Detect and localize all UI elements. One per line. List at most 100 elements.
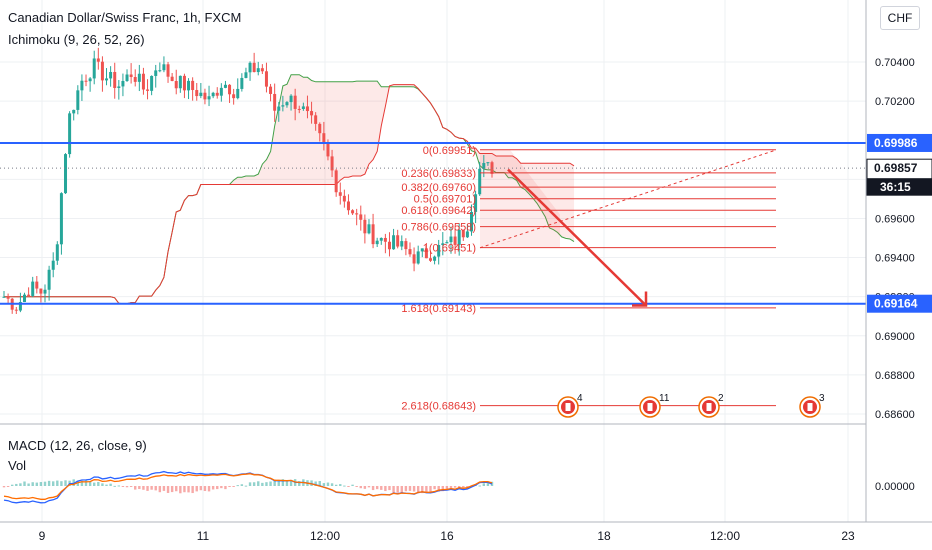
candle-body xyxy=(84,80,88,82)
candle-body xyxy=(474,194,478,212)
candle-body xyxy=(281,105,285,107)
candle-body xyxy=(424,248,428,259)
macd-histogram-bar xyxy=(449,486,453,489)
fib-label: 0(0.69951) xyxy=(423,145,476,157)
candle-body xyxy=(223,84,227,88)
candle-body xyxy=(207,96,211,100)
candle-body xyxy=(51,260,55,270)
macd-histogram-bar xyxy=(445,486,449,491)
x-tick-label: 9 xyxy=(39,529,46,543)
macd-histogram-bar xyxy=(408,486,412,491)
candle-body xyxy=(68,113,72,155)
macd-histogram-bar xyxy=(367,486,371,488)
grid xyxy=(0,0,866,522)
candle-body xyxy=(387,241,391,250)
macd-histogram-bar xyxy=(404,486,408,492)
macd-histogram-bar xyxy=(466,486,469,487)
candle-body xyxy=(162,64,166,71)
flag-center xyxy=(807,403,813,411)
candle-body xyxy=(133,77,137,82)
candle-body xyxy=(39,288,43,294)
macd-histogram-bar xyxy=(125,486,129,488)
upper-line-badge: 0.69986 xyxy=(874,136,918,150)
macd-histogram-bar xyxy=(170,486,174,493)
horizontal-lines[interactable] xyxy=(0,141,866,305)
signal-line xyxy=(3,473,493,500)
macd-histogram-bar xyxy=(207,486,211,492)
candle-body xyxy=(461,229,465,238)
candle-body xyxy=(154,70,158,76)
candle-body xyxy=(486,162,490,164)
projection-arrow[interactable] xyxy=(507,168,648,307)
candle-body xyxy=(404,241,408,250)
event-marker-switzerland[interactable]: 2 xyxy=(698,393,724,418)
candle-body xyxy=(76,90,80,110)
macd-histogram-bar xyxy=(318,481,321,486)
macd-histogram-bar xyxy=(64,480,67,486)
macd-histogram-bar xyxy=(412,486,416,492)
macd-histogram-bar xyxy=(203,486,207,492)
economic-events[interactable]: 4 11 2 3 xyxy=(557,393,825,418)
event-count: 2 xyxy=(718,393,724,404)
currency-button[interactable]: CHF xyxy=(880,6,920,30)
x-tick-label: 12:00 xyxy=(310,529,340,543)
macd-histogram-bar xyxy=(371,486,375,491)
candle-body xyxy=(47,269,51,290)
candle-body xyxy=(478,168,482,195)
fib-levels: 0(0.69951)0.236(0.69833)0.382(0.69760)0.… xyxy=(401,145,777,413)
fib-label: 1(0.69451) xyxy=(423,243,476,255)
candle-body xyxy=(141,73,145,90)
candle-body xyxy=(392,235,396,250)
countdown-label: 36:15 xyxy=(880,180,911,194)
candle-body xyxy=(338,192,342,196)
event-marker-canada[interactable]: 11 xyxy=(639,393,670,418)
y-tick-label: 0.68600 xyxy=(875,409,915,421)
macd-histogram-bar xyxy=(146,486,149,491)
candle-body xyxy=(433,256,437,261)
candle-body xyxy=(248,62,252,73)
candle-body xyxy=(367,224,371,234)
macd-histogram-bar xyxy=(453,486,457,488)
macd-histogram-bar xyxy=(363,486,367,489)
candle-body xyxy=(244,72,248,78)
candle-body xyxy=(2,296,6,298)
candle-body xyxy=(293,95,297,109)
candle-body xyxy=(371,224,375,245)
macd-histogram-bar xyxy=(425,486,428,493)
candle-body xyxy=(301,106,305,109)
macd-histogram-bar xyxy=(35,482,39,486)
flag-center xyxy=(647,403,653,411)
candle-body xyxy=(211,92,215,97)
macd-histogram-bar xyxy=(396,486,399,493)
macd-histogram-bar xyxy=(199,486,203,491)
lower-line-badge-bg xyxy=(867,294,932,313)
candle-body xyxy=(359,214,363,220)
vol-legend[interactable]: Vol xyxy=(8,458,27,473)
candle-body xyxy=(100,61,104,81)
macd-histogram-bar xyxy=(97,481,100,486)
macd-histogram-bar xyxy=(158,486,162,493)
macd-histogram-bar xyxy=(236,485,239,487)
ichimoku-legend[interactable]: Ichimoku (9, 26, 52, 26) xyxy=(8,32,145,47)
macd-histogram-bar xyxy=(330,483,334,486)
candle-body xyxy=(236,88,240,99)
event-marker-canada[interactable]: 4 xyxy=(557,393,583,418)
candle-body xyxy=(191,80,195,91)
macd-histogram-bar xyxy=(43,481,47,486)
macd-histogram-bar xyxy=(175,486,178,492)
macd-histogram-bar xyxy=(347,486,350,487)
macd-histogram-bar xyxy=(482,483,485,486)
macd-histogram-bar xyxy=(154,486,157,491)
candle-body xyxy=(408,249,412,255)
candle-body xyxy=(174,81,178,89)
candle-body xyxy=(109,71,113,79)
macd-legend[interactable]: MACD (12, 26, close, 9) xyxy=(8,438,147,453)
macd-histogram-bar xyxy=(400,486,403,494)
fib-label: 0.236(0.69833) xyxy=(401,168,476,180)
event-marker-canada[interactable]: 3 xyxy=(799,393,825,418)
macd-histogram-bar xyxy=(224,486,227,490)
fib-label: 0.382(0.69760) xyxy=(401,182,476,194)
candle-body xyxy=(322,133,326,144)
macd-histogram-bar xyxy=(343,485,346,487)
